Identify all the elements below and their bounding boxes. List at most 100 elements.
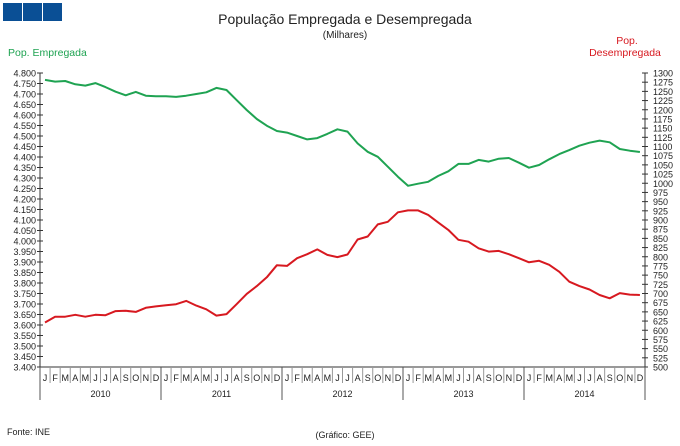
left-tick-label: 3.950 [13, 247, 36, 257]
left-tick-label: 3.450 [13, 352, 36, 362]
right-axis-label-line1: Pop. [616, 35, 638, 47]
month-label: A [314, 373, 320, 383]
month-label: S [486, 373, 492, 383]
month-label: F [536, 373, 542, 383]
left-tick-label: 4.350 [13, 163, 36, 173]
right-tick-label: 600 [653, 326, 668, 336]
left-tick-label: 3.900 [13, 258, 36, 268]
right-tick-label: 1075 [653, 151, 673, 161]
right-tick-label: 650 [653, 307, 668, 317]
left-tick-label: 4.200 [13, 195, 36, 205]
right-tick-label: 1025 [653, 170, 673, 180]
month-label: D [516, 373, 523, 383]
right-tick-label: 1225 [653, 96, 673, 106]
month-label: A [556, 373, 562, 383]
right-tick-label: 725 [653, 280, 668, 290]
left-tick-label: 4.750 [13, 79, 36, 89]
left-tick-label: 3.650 [13, 310, 36, 320]
left-tick-label: 3.700 [13, 300, 36, 310]
month-label: J [43, 373, 48, 383]
left-tick-label: 3.750 [13, 289, 36, 299]
right-tick-label: 975 [653, 188, 668, 198]
right-tick-label: 1275 [653, 78, 673, 88]
month-label: N [143, 373, 150, 383]
left-tick-label: 4.100 [13, 216, 36, 226]
month-label: S [244, 373, 250, 383]
right-tick-label: 525 [653, 353, 668, 363]
month-label: D [637, 373, 644, 383]
left-tick-label: 3.800 [13, 279, 36, 289]
month-label: O [374, 373, 381, 383]
year-label: 2013 [453, 389, 473, 399]
logo-square [43, 3, 62, 21]
month-label: D [153, 373, 160, 383]
month-label: J [466, 373, 471, 383]
month-label: M [182, 373, 190, 383]
left-tick-label: 3.500 [13, 342, 36, 352]
month-label: J [527, 373, 532, 383]
right-tick-label: 1000 [653, 179, 673, 189]
right-tick-label: 1150 [653, 124, 672, 134]
month-label: S [607, 373, 613, 383]
month-label: M [445, 373, 453, 383]
right-tick-label: 675 [653, 298, 668, 308]
month-label: F [173, 373, 179, 383]
month-label: A [113, 373, 119, 383]
right-tick-label: 500 [653, 363, 668, 373]
left-tick-label: 4.650 [13, 100, 36, 110]
right-tick-label: 1200 [653, 105, 673, 115]
month-label: N [627, 373, 634, 383]
left-tick-label: 3.400 [13, 363, 36, 373]
month-label: A [193, 373, 199, 383]
source-note: Fonte: INE [7, 427, 50, 437]
logo [3, 3, 62, 21]
right-tick-label: 1175 [653, 114, 672, 124]
month-label: O [132, 373, 139, 383]
month-label: F [415, 373, 421, 383]
month-label: A [355, 373, 361, 383]
month-label: J [93, 373, 98, 383]
right-tick-label: 825 [653, 243, 668, 253]
month-label: F [52, 373, 58, 383]
chart-title: População Empregada e Desempregada [218, 11, 472, 27]
month-label: J [335, 373, 340, 383]
month-label: J [103, 373, 108, 383]
series-line-empregada [44, 78, 641, 187]
left-tick-label: 4.400 [13, 153, 36, 163]
month-label: N [264, 373, 271, 383]
month-label: O [495, 373, 502, 383]
left-tick-label: 4.800 [13, 69, 36, 79]
series-line-desempregada [44, 209, 640, 324]
month-label: O [616, 373, 623, 383]
left-tick-label: 4.500 [13, 132, 36, 142]
month-label: A [72, 373, 78, 383]
right-axis-label-line2: Desempregada [589, 47, 661, 59]
left-tick-label: 3.550 [13, 331, 36, 341]
month-label: M [61, 373, 69, 383]
right-tick-label: 550 [653, 344, 668, 354]
month-label: M [566, 373, 574, 383]
right-tick-label: 950 [653, 197, 668, 207]
month-label: J [164, 373, 169, 383]
logo-square [3, 3, 22, 21]
month-label: J [285, 373, 290, 383]
month-label: J [587, 373, 592, 383]
left-tick-label: 4.050 [13, 226, 36, 236]
month-label: A [597, 373, 603, 383]
right-tick-label: 625 [653, 317, 668, 327]
left-tick-label: 4.150 [13, 205, 36, 215]
month-label: N [385, 373, 392, 383]
left-tick-label: 4.300 [13, 174, 36, 184]
right-tick-label: 700 [653, 289, 668, 299]
month-label: M [303, 373, 311, 383]
month-label: M [203, 373, 211, 383]
year-label: 2014 [574, 389, 594, 399]
credit-note: (Gráfico: GEE) [315, 430, 374, 440]
right-tick-label: 575 [653, 335, 668, 345]
month-label: A [435, 373, 441, 383]
year-label: 2011 [212, 389, 231, 399]
left-tick-label: 4.550 [13, 121, 36, 131]
right-tick-label: 775 [653, 261, 668, 271]
month-label: M [324, 373, 332, 383]
left-tick-label: 4.250 [13, 184, 36, 194]
